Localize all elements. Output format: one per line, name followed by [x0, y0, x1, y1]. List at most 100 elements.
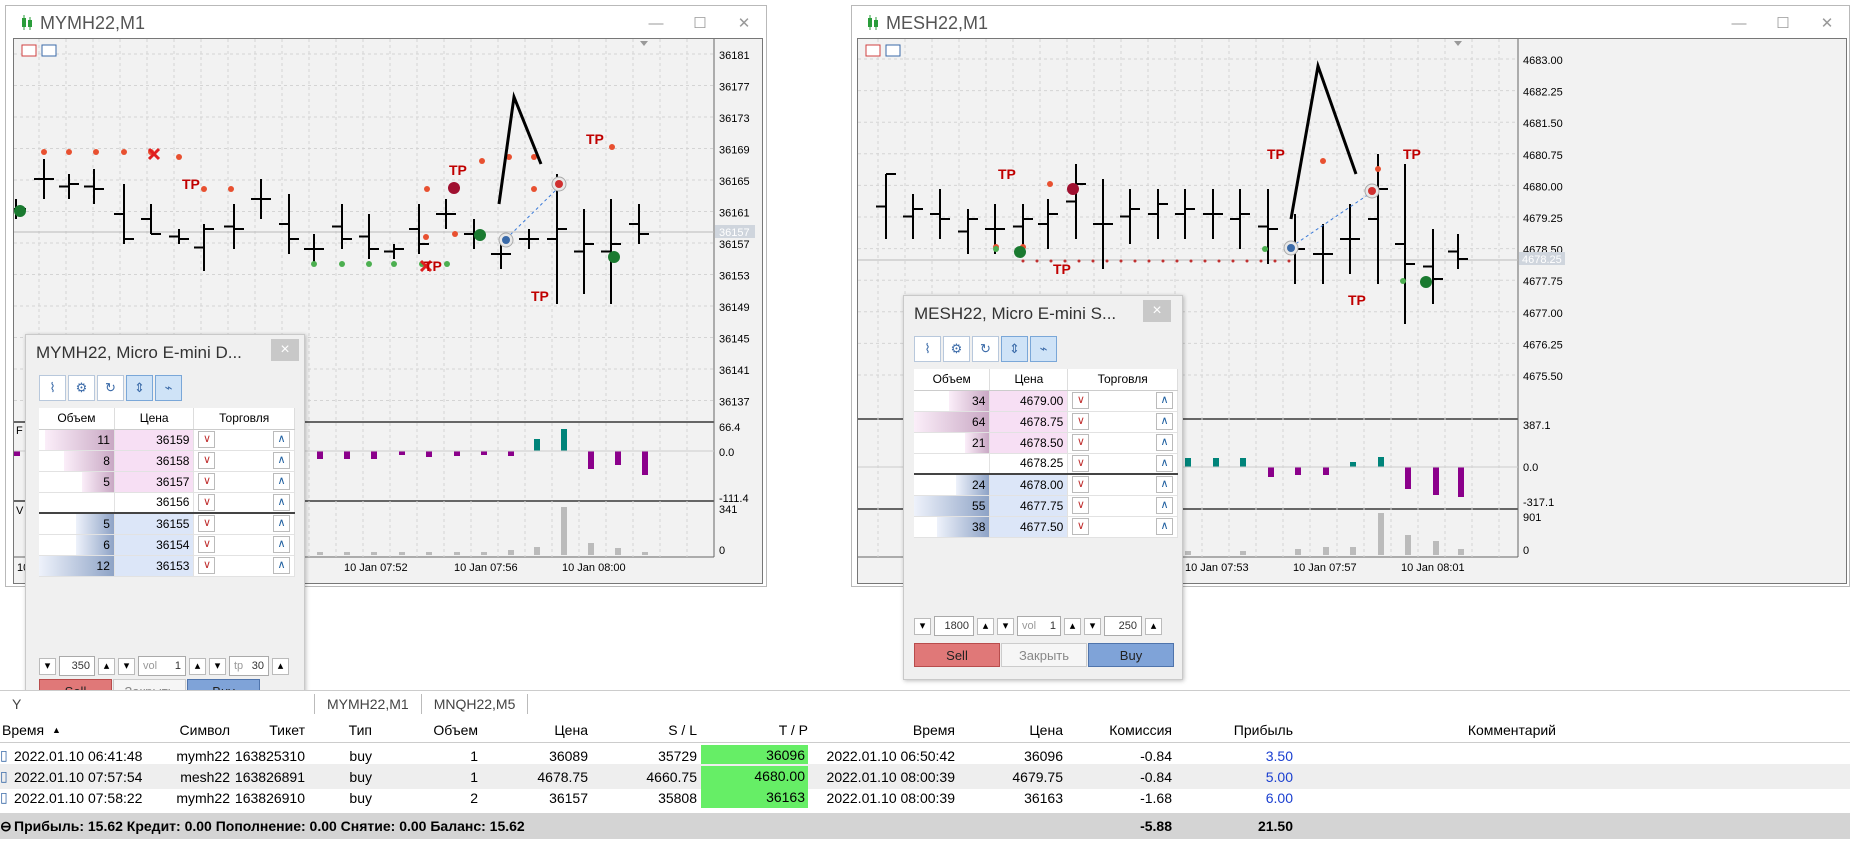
- sell-limit-icon[interactable]: ∨: [1072, 413, 1090, 430]
- autoscroll-icon[interactable]: ↻: [97, 375, 124, 401]
- table-row[interactable]: 2022.01.10 07:58:22 mymh22 163826910 buy 2 36…: [0, 785, 1850, 810]
- close-icon[interactable]: ✕: [737, 15, 751, 32]
- buy-limit-icon[interactable]: ∧: [1156, 392, 1173, 409]
- decrease-icon[interactable]: ▾: [1084, 617, 1101, 635]
- column-header[interactable]: Цена: [554, 722, 588, 738]
- dom-price[interactable]: 36154: [114, 534, 195, 556]
- autoscroll-icon[interactable]: ↻: [972, 336, 999, 362]
- buy-limit-icon[interactable]: ∧: [1156, 476, 1173, 494]
- buy-limit-icon[interactable]: ∧: [273, 536, 290, 553]
- dom-price[interactable]: 4679.00: [989, 390, 1069, 412]
- center-icon[interactable]: ⇕: [1001, 336, 1028, 362]
- dom-price[interactable]: 4678.75: [989, 411, 1069, 433]
- minimize-icon[interactable]: —: [1731, 14, 1747, 32]
- window-titlebar[interactable]: MESH22,M1 — ☐ ✕: [852, 6, 1849, 40]
- dom-row[interactable]: 24 4678.00 ∨ ∧: [914, 474, 1178, 496]
- buy-limit-icon[interactable]: ∧: [273, 515, 290, 533]
- dom-price[interactable]: 36156: [114, 492, 195, 514]
- column-header[interactable]: Комментарий: [1467, 722, 1556, 738]
- table-row[interactable]: 2022.01.10 06:41:48 mymh22 163825310 buy 1 36…: [0, 743, 1850, 768]
- sell-limit-icon[interactable]: ∨: [1072, 476, 1090, 494]
- sell-limit-icon[interactable]: ∨: [198, 515, 216, 533]
- price-offset-field[interactable]: 350: [59, 656, 95, 676]
- buy-limit-icon[interactable]: ∧: [1156, 454, 1173, 472]
- decrease-icon[interactable]: ▾: [118, 657, 135, 675]
- tab-mnqh22[interactable]: MNQH22,M5: [422, 693, 529, 714]
- dom-price[interactable]: 36157: [114, 471, 195, 493]
- dom-row[interactable]: 11 36159 ∨ ∧: [39, 429, 295, 451]
- tab-item[interactable]: Y: [0, 693, 315, 714]
- dom-row[interactable]: 55 4677.75 ∨ ∧: [914, 495, 1178, 517]
- dom-row[interactable]: 5 36155 ∨ ∧: [39, 513, 295, 535]
- column-header[interactable]: Тип: [348, 722, 372, 738]
- dom-price[interactable]: 4677.75: [989, 495, 1069, 517]
- dom-price[interactable]: 4678.50: [989, 432, 1069, 454]
- column-header[interactable]: Тикет: [269, 722, 305, 738]
- increase-icon[interactable]: ▴: [1145, 617, 1162, 635]
- buy-limit-icon[interactable]: ∧: [1156, 518, 1173, 535]
- dom-row[interactable]: 12 36153 ∨ ∧: [39, 555, 295, 577]
- dom-row[interactable]: 4678.25 ∨ ∧: [914, 453, 1178, 475]
- decrease-icon[interactable]: ▾: [997, 617, 1014, 635]
- trade-levels-icon[interactable]: ⌁: [155, 375, 182, 401]
- dom-row[interactable]: 36156 ∨ ∧: [39, 492, 295, 514]
- dom-row[interactable]: 21 4678.50 ∨ ∧: [914, 432, 1178, 454]
- buy-button[interactable]: Buy: [1088, 643, 1174, 667]
- depth-of-market-panel-mesh22[interactable]: MESH22, Micro E-mini S... × ⌇ ⚙ ↻ ⇕ ⌁ Об…: [903, 295, 1183, 680]
- minimize-icon[interactable]: —: [648, 14, 664, 32]
- maximize-icon[interactable]: ☐: [693, 15, 707, 32]
- volume-field[interactable]: vol 1: [1017, 616, 1061, 636]
- sell-limit-icon[interactable]: ∨: [198, 473, 216, 490]
- close-icon[interactable]: ×: [271, 339, 299, 361]
- sell-button[interactable]: Sell: [914, 643, 1000, 667]
- window-titlebar[interactable]: MYMH22,M1 — ☐ ✕: [6, 6, 766, 40]
- sell-limit-icon[interactable]: ∨: [1072, 518, 1090, 535]
- dom-price[interactable]: 4678.25: [989, 453, 1069, 475]
- buy-limit-icon[interactable]: ∧: [273, 493, 290, 511]
- sell-limit-icon[interactable]: ∨: [1072, 454, 1090, 472]
- sell-limit-icon[interactable]: ∨: [198, 493, 216, 511]
- column-header[interactable]: T / P: [778, 722, 808, 738]
- close-icon[interactable]: ×: [1143, 300, 1171, 322]
- volume-field[interactable]: vol 1: [138, 656, 186, 676]
- decrease-icon[interactable]: ▾: [914, 617, 931, 635]
- dom-row[interactable]: 5 36157 ∨ ∧: [39, 471, 295, 493]
- chart-tool-icon[interactable]: ⌇: [914, 336, 941, 362]
- sort-arrow-icon[interactable]: ▲: [52, 725, 61, 735]
- close-position-button[interactable]: Закрыть: [1001, 643, 1087, 667]
- dom-price[interactable]: 36153: [114, 555, 195, 577]
- price-offset-field[interactable]: 1800: [934, 616, 974, 636]
- column-header[interactable]: Время: [912, 722, 955, 738]
- increase-icon[interactable]: ▴: [272, 657, 289, 675]
- sell-limit-icon[interactable]: ∨: [1072, 434, 1090, 451]
- trade-levels-icon[interactable]: ⌁: [1030, 336, 1057, 362]
- buy-limit-icon[interactable]: ∧: [273, 452, 290, 469]
- tp-field[interactable]: tp 30: [229, 656, 269, 676]
- increase-icon[interactable]: ▴: [98, 657, 115, 675]
- dom-row[interactable]: 34 4679.00 ∨ ∧: [914, 390, 1178, 412]
- tab-mymh22[interactable]: MYMH22,M1: [315, 693, 422, 714]
- buy-limit-icon[interactable]: ∧: [1156, 497, 1173, 514]
- dom-row[interactable]: 8 36158 ∨ ∧: [39, 450, 295, 472]
- buy-limit-icon[interactable]: ∧: [1156, 413, 1173, 430]
- column-header[interactable]: S / L: [668, 722, 697, 738]
- column-header[interactable]: Прибыль: [1233, 722, 1293, 738]
- dom-price[interactable]: 36158: [114, 450, 195, 472]
- table-row[interactable]: 2022.01.10 07:57:54 mesh22 163826891 buy 1 46…: [0, 764, 1850, 789]
- increase-icon[interactable]: ▴: [189, 657, 206, 675]
- column-header[interactable]: Время: [2, 722, 45, 738]
- dom-price[interactable]: 4678.00: [989, 474, 1069, 496]
- center-icon[interactable]: ⇕: [126, 375, 153, 401]
- indicators-icon[interactable]: ⚙: [68, 375, 95, 401]
- sl-field[interactable]: 250: [1104, 616, 1142, 636]
- dom-price[interactable]: 4677.50: [989, 516, 1069, 538]
- dom-row[interactable]: 38 4677.50 ∨ ∧: [914, 516, 1178, 538]
- decrease-icon[interactable]: ▾: [209, 657, 226, 675]
- increase-icon[interactable]: ▴: [977, 617, 994, 635]
- dom-price[interactable]: 36155: [114, 513, 195, 535]
- sell-limit-icon[interactable]: ∨: [198, 557, 216, 574]
- depth-of-market-panel-mymh22[interactable]: MYMH22, Micro E-mini D... × ⌇ ⚙ ↻ ⇕ ⌁ Об…: [25, 334, 305, 703]
- close-icon[interactable]: ✕: [1820, 15, 1834, 32]
- buy-limit-icon[interactable]: ∧: [273, 557, 290, 574]
- dom-row[interactable]: 64 4678.75 ∨ ∧: [914, 411, 1178, 433]
